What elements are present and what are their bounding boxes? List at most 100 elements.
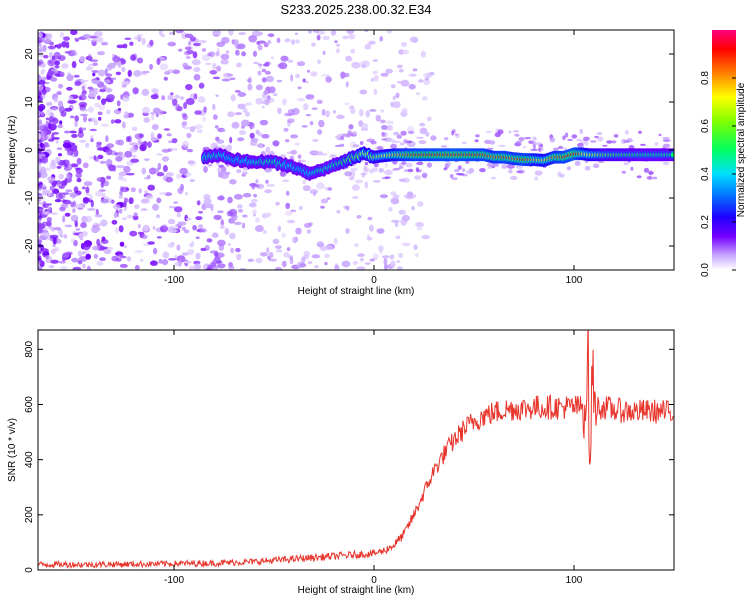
- noise-blob: [295, 39, 300, 44]
- noise-blob: [88, 58, 93, 62]
- noise-blob: [237, 137, 245, 142]
- noise-blob: [361, 172, 366, 178]
- noise-blob: [398, 166, 404, 169]
- noise-blob: [381, 138, 388, 141]
- noise-blob: [296, 97, 306, 102]
- noise-blob: [461, 141, 467, 144]
- noise-blob: [316, 34, 321, 41]
- noise-blob: [141, 37, 146, 46]
- colorbar-tick-label: 0.6: [700, 119, 711, 133]
- noise-blob: [38, 250, 43, 254]
- noise-blob: [71, 133, 78, 138]
- noise-blob: [193, 93, 198, 100]
- noise-blob: [328, 187, 332, 191]
- noise-blob: [48, 264, 55, 269]
- noise-blob: [284, 38, 291, 43]
- noise-blob: [324, 253, 330, 258]
- noise-blob: [235, 247, 241, 253]
- noise-blob: [242, 107, 248, 113]
- noise-blob: [45, 117, 50, 121]
- noise-blob: [419, 122, 426, 127]
- noise-blob: [90, 39, 98, 42]
- noise-blob: [360, 123, 369, 130]
- noise-blob: [290, 134, 299, 139]
- noise-blob: [117, 151, 124, 156]
- noise-blob: [57, 100, 64, 108]
- noise-blob: [66, 151, 71, 156]
- noise-blob: [80, 222, 87, 229]
- noise-blob: [351, 61, 361, 69]
- noise-blob: [77, 250, 83, 257]
- noise-blob: [250, 138, 259, 143]
- noise-blob: [217, 210, 224, 214]
- noise-blob: [129, 230, 138, 237]
- noise-blob: [147, 241, 155, 245]
- noise-blob: [145, 194, 154, 200]
- noise-blob: [392, 101, 401, 109]
- noise-blob: [233, 39, 239, 47]
- noise-blob: [59, 233, 64, 238]
- noise-blob: [567, 139, 573, 141]
- noise-blob: [638, 130, 642, 134]
- noise-blob: [58, 173, 64, 180]
- noise-blob: [41, 231, 50, 238]
- noise-blob: [38, 133, 42, 140]
- noise-blob: [215, 252, 225, 258]
- noise-blob: [415, 92, 420, 96]
- noise-blob: [82, 263, 86, 269]
- noise-blob: [309, 189, 319, 195]
- noise-blob: [212, 76, 220, 80]
- noise-blob: [161, 148, 170, 153]
- noise-blob: [369, 109, 377, 112]
- noise-blob: [105, 73, 113, 77]
- noise-blob: [124, 150, 133, 158]
- noise-blob: [646, 176, 653, 180]
- chart-title: S233.2025.238.00.32.E34: [280, 2, 431, 17]
- noise-blob: [491, 140, 495, 145]
- noise-blob: [662, 143, 671, 148]
- noise-blob: [74, 149, 79, 157]
- noise-blob: [215, 260, 223, 264]
- noise-blob: [381, 125, 388, 130]
- noise-blob: [140, 198, 150, 204]
- noise-blob: [336, 114, 345, 120]
- noise-blob: [118, 171, 127, 177]
- noise-blob: [122, 95, 130, 102]
- noise-blob: [175, 30, 184, 34]
- noise-blob: [147, 174, 151, 180]
- noise-blob: [375, 114, 381, 122]
- noise-blob: [249, 132, 255, 139]
- noise-blob: [162, 251, 170, 259]
- noise-blob: [286, 190, 290, 196]
- noise-blob: [398, 68, 404, 73]
- noise-blob: [177, 221, 187, 226]
- noise-blob: [532, 144, 536, 150]
- noise-blob: [335, 48, 340, 54]
- noise-blob: [311, 254, 321, 259]
- noise-blob: [191, 59, 201, 66]
- noise-blob: [401, 108, 408, 114]
- noise-blob: [41, 156, 49, 164]
- noise-blob: [352, 260, 359, 265]
- noise-blob: [213, 214, 222, 221]
- noise-blob: [307, 260, 313, 265]
- noise-blob: [72, 208, 76, 213]
- noise-blob: [230, 94, 236, 102]
- noise-blob: [366, 234, 371, 241]
- noise-blob: [141, 167, 147, 175]
- noise-blob: [115, 227, 119, 234]
- noise-blob: [341, 133, 349, 137]
- noise-blob: [130, 54, 136, 61]
- noise-blob: [324, 261, 328, 266]
- noise-blob: [392, 140, 401, 144]
- noise-blob: [454, 168, 460, 173]
- noise-blob: [89, 128, 97, 132]
- noise-blob: [123, 245, 128, 249]
- noise-blob: [320, 205, 325, 209]
- noise-blob: [340, 71, 346, 79]
- noise-blob: [195, 236, 200, 239]
- noise-blob: [307, 30, 312, 34]
- noise-blob: [263, 42, 269, 48]
- noise-blob: [118, 208, 123, 214]
- noise-blob: [176, 173, 182, 180]
